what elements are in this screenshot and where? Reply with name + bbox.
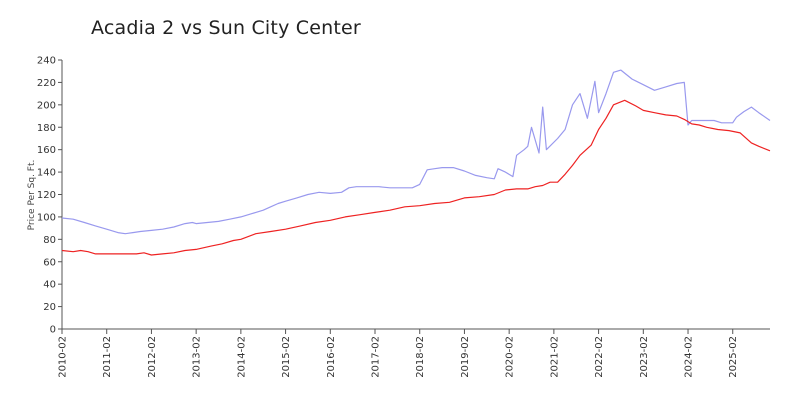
y-tick-label: 140 (37, 168, 56, 179)
series-layer (61, 69, 771, 256)
y-tick-label: 180 (37, 123, 56, 134)
y-tick-label: 0 (50, 325, 56, 336)
y-tick-label: 80 (43, 235, 56, 246)
y-tick-label: 120 (37, 190, 56, 201)
chart-title: Acadia 2 vs Sun City Center (91, 17, 361, 39)
x-tick-label: 2012-02 (147, 336, 158, 378)
x-tick-label: 2020-02 (505, 336, 516, 378)
y-tick-label: 200 (37, 100, 56, 111)
y-axis-label: Price Per Sq. Ft. (27, 160, 37, 231)
x-tick-label: 2024-02 (684, 336, 695, 378)
y-tick-label: 160 (37, 145, 56, 156)
y-tick-label: 100 (37, 212, 56, 223)
series-line-1 (61, 69, 771, 235)
x-tick-label: 2025-02 (728, 336, 739, 378)
y-tick-label: 40 (43, 280, 56, 291)
x-tick-label: 2016-02 (326, 336, 337, 378)
x-tick-label: 2017-02 (371, 336, 382, 378)
x-tick-label: 2015-02 (281, 336, 292, 378)
y-tick-label: 240 (37, 56, 56, 67)
series-line-2 (61, 99, 771, 256)
y-tick-label: 20 (43, 302, 56, 313)
x-tick-label: 2010-02 (58, 336, 69, 378)
x-tick-label: 2023-02 (639, 336, 650, 378)
x-tick-label: 2021-02 (549, 336, 560, 378)
y-axis: 0 20 40 60 80 100 120 140 160 180 200 220 240 (37, 56, 63, 336)
x-axis: 2010-02 2011-02 2012-02 2013-02 2014-02 2015-… (58, 328, 770, 378)
y-tick-label: 60 (43, 257, 56, 268)
x-tick-label: 2013-02 (192, 336, 203, 378)
x-tick-label: 2018-02 (415, 336, 426, 378)
x-tick-label: 2019-02 (460, 336, 471, 378)
x-tick-label: 2014-02 (236, 336, 247, 378)
x-tick-label: 2011-02 (102, 336, 113, 378)
x-tick-label: 2022-02 (594, 336, 605, 378)
y-tick-label: 220 (37, 78, 56, 89)
